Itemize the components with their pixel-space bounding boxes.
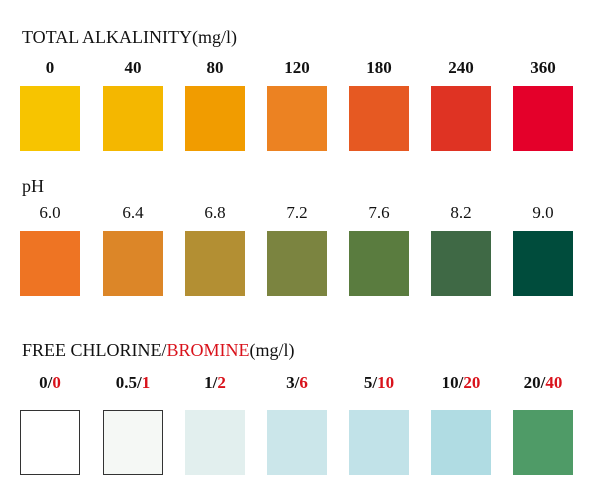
ph-label: 9.0 [532, 203, 554, 222]
alkalinity-label: 360 [530, 58, 556, 77]
chlorine-color-swatch [349, 410, 409, 475]
value-separator: / [212, 373, 218, 392]
chlorine-swatches [0, 410, 600, 480]
ph-label: 6.8 [204, 203, 226, 222]
alkalinity-label: 80 [206, 58, 224, 77]
alkalinity-label: 180 [366, 58, 392, 77]
chlorine-color-swatch [431, 410, 491, 475]
chlorine-bromine-label: 0.5/1 [98, 373, 168, 393]
ph-color-swatch [349, 231, 409, 296]
chlorine-color-swatch [513, 410, 573, 475]
chlorine-value: 0 [39, 373, 48, 392]
chlorine-bromine-label: 3/6 [262, 373, 332, 393]
chlorine-bromine-label: 5/10 [344, 373, 414, 393]
alkalinity-label: 0 [45, 58, 55, 77]
chlorine-color-swatch [103, 410, 163, 475]
bromine-value: 1 [141, 373, 151, 392]
ph-color-swatch [431, 231, 491, 296]
bromine-value: 20 [463, 373, 481, 392]
ph-label: 6.0 [39, 203, 61, 222]
ph-color-swatch [20, 231, 80, 296]
chlorine-bromine-label: 20/40 [508, 373, 578, 393]
alkalinity-label: 240 [448, 58, 474, 77]
ph-labels: 6.0 6.4 6.8 7.2 7.6 8.2 9.0 [0, 203, 600, 227]
chlorine-bromine-label: 1/2 [180, 373, 250, 393]
chlorine-title-part1: FREE CHLORINE/ [22, 340, 167, 360]
alkalinity-labels: 0 40 80 120 180 240 360 [0, 58, 600, 82]
bromine-value: 40 [545, 373, 563, 392]
ph-label: 7.6 [368, 203, 390, 222]
value-separator: / [137, 373, 142, 392]
ph-label: 8.2 [450, 203, 472, 222]
chlorine-value: 5 [363, 373, 373, 392]
chlorine-value: 0.5 [115, 373, 137, 392]
chlorine-title: FREE CHLORINE/BROMINE(mg/l) [22, 340, 295, 361]
value-separator: / [294, 373, 300, 392]
chlorine-color-swatch [267, 410, 327, 475]
alkalinity-color-swatch [431, 86, 491, 151]
ph-label: 7.2 [286, 203, 308, 222]
value-separator: / [372, 373, 378, 392]
chlorine-bromine-label: 0/0 [15, 373, 85, 393]
ph-label: 6.4 [122, 203, 144, 222]
alkalinity-color-swatch [20, 86, 80, 151]
chlorine-color-swatch [185, 410, 245, 475]
ph-color-swatch [513, 231, 573, 296]
value-separator: / [540, 373, 546, 392]
ph-color-swatch [185, 231, 245, 296]
chlorine-value: 20 [523, 373, 541, 392]
ph-title: pH [22, 176, 44, 196]
bromine-title-text: BROMINE [166, 340, 250, 360]
chlorine-title-units: (mg/l) [249, 340, 295, 360]
value-separator: / [47, 373, 53, 392]
alkalinity-label: 40 [124, 58, 142, 77]
chlorine-value: 3 [286, 373, 295, 392]
ph-color-swatch [267, 231, 327, 296]
bromine-value: 6 [299, 373, 308, 392]
alkalinity-color-swatch [349, 86, 409, 151]
alkalinity-color-swatch [267, 86, 327, 151]
ph-swatches [0, 231, 600, 301]
alkalinity-color-swatch [513, 86, 573, 151]
alkalinity-swatches [0, 86, 600, 156]
chlorine-value: 10 [441, 373, 459, 392]
bromine-value: 10 [377, 373, 395, 392]
alkalinity-title: TOTAL ALKALINITY(mg/l) [22, 27, 238, 47]
alkalinity-label: 120 [284, 58, 310, 77]
bromine-value: 0 [52, 373, 61, 392]
ph-color-swatch [103, 231, 163, 296]
value-separator: / [458, 373, 464, 392]
chlorine-bromine-label: 10/20 [426, 373, 496, 393]
chlorine-labels: 0/0 0.5/1 1/2 3/6 5/10 10/20 20/40 [0, 373, 600, 397]
alkalinity-color-swatch [185, 86, 245, 151]
chlorine-value: 1 [204, 373, 213, 392]
bromine-value: 2 [217, 373, 226, 392]
chlorine-color-swatch [20, 410, 80, 475]
alkalinity-color-swatch [103, 86, 163, 151]
